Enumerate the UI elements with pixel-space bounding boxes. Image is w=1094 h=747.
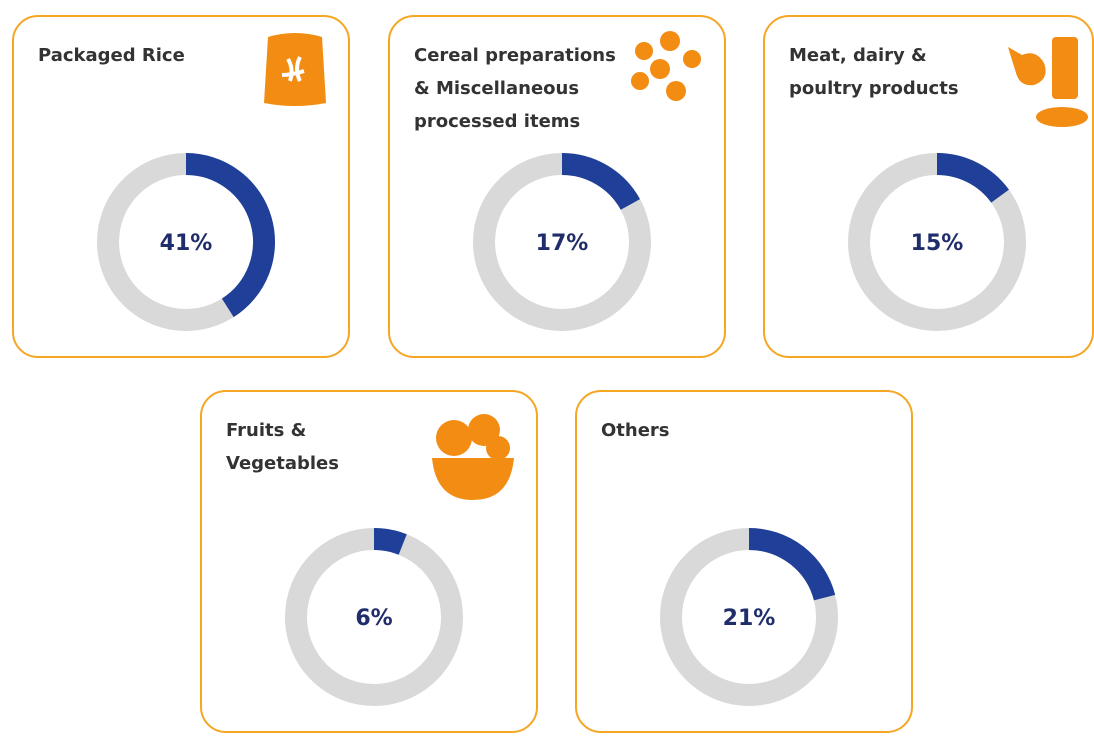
title-line: Others [601,420,670,441]
title-line: Cereal preparations [414,45,616,66]
donut-segment [561,153,640,211]
card-title: Others [601,414,670,447]
title-line: Packaged Rice [38,45,185,66]
value-label: 41% [160,231,213,256]
donut-segment [185,153,275,318]
meat-icon [1008,37,1088,127]
card: Others 21% [575,390,913,733]
title-line: Meat, dairy & [789,45,927,66]
title-line: & Miscellaneous [414,78,580,99]
card-title: Fruits & Vegetables [226,414,339,480]
card: Fruits & Vegetables 6% [200,390,538,733]
cereal-icon [631,31,701,101]
donut: 6% [285,528,463,706]
card-title: Cereal preparations & Miscellaneous proces… [414,39,616,138]
donut-segment [748,528,836,601]
rice-icon [264,33,326,106]
donut: 17% [473,153,651,331]
title-line: Fruits & [226,420,307,441]
value-label: 21% [723,606,776,631]
card: Cereal preparations & Miscellaneous proces… [388,15,726,358]
donut-segment [373,528,407,555]
title-line: Vegetables [226,453,339,474]
donut: 21% [660,528,838,706]
donut: 41% [97,153,275,331]
donut-segment [936,153,1009,203]
value-label: 17% [536,231,589,256]
card-title: Meat, dairy & poultry products [789,39,959,105]
value-label: 15% [911,231,964,256]
donut: 15% [848,153,1026,331]
value-label: 6% [355,606,392,631]
title-line: poultry products [789,78,959,99]
title-line: processed items [414,111,581,132]
card: Meat, dairy & poultry products 15% [763,15,1094,358]
card-title: Packaged Rice [38,39,185,72]
fruit-icon [432,414,514,500]
card: Packaged Rice 41% [12,15,350,358]
